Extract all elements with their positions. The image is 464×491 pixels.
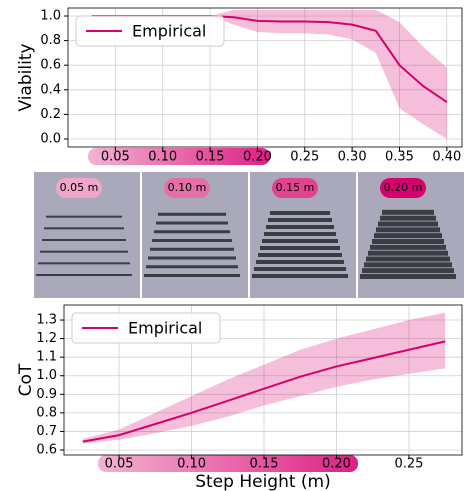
stair-step xyxy=(368,251,448,256)
y-tick-label: 0.7 xyxy=(36,424,57,439)
y-tick-label: 1.0 xyxy=(40,8,61,23)
stair-step xyxy=(258,253,342,257)
legend-label: Empirical xyxy=(128,319,202,338)
stair-step xyxy=(268,218,332,222)
y-tick-label: 1.2 xyxy=(36,331,57,346)
y-tick-label: 0.6 xyxy=(36,442,57,457)
y-tick-label: 1.3 xyxy=(36,313,57,328)
stair-step xyxy=(152,239,232,242)
stair-step xyxy=(364,262,452,267)
stair-step xyxy=(252,274,348,278)
stair-step xyxy=(150,248,234,251)
stair-step xyxy=(264,232,336,236)
y-tick-label: 0.8 xyxy=(40,33,61,48)
x-tick-label: 0.10 xyxy=(148,150,177,165)
x-tick-label: 0.40 xyxy=(432,150,461,165)
y-tick-label: 0.9 xyxy=(36,387,57,402)
stair-step xyxy=(262,239,338,243)
stair-step xyxy=(40,251,128,253)
stair-step xyxy=(370,245,446,250)
x-tick-label: 0.20 xyxy=(243,150,272,165)
x-tick-label: 0.05 xyxy=(101,150,130,165)
y-axis-label: Viability xyxy=(16,43,36,111)
stair-step xyxy=(256,260,344,264)
stair-step xyxy=(360,274,456,279)
legend-label: Empirical xyxy=(132,22,206,41)
x-tick-label: 0.05 xyxy=(105,457,134,472)
stair-step xyxy=(146,265,238,268)
stair-step xyxy=(46,216,122,218)
stair-step xyxy=(378,222,438,227)
figure: 0.05 m 0.10 m 0.15 m 0.20 m 0.0 0.2 0.4 0.6 0.8 1… xyxy=(0,0,464,491)
y-tick-label: 0.8 xyxy=(36,405,57,420)
stair-step xyxy=(270,211,330,215)
stair-step xyxy=(376,227,440,232)
stair-step xyxy=(366,257,450,262)
stair-step xyxy=(374,233,442,238)
x-axis-label: Step Height (m) xyxy=(195,472,331,491)
y-tick-label: 1.0 xyxy=(36,368,57,383)
stair-step xyxy=(154,230,230,233)
stair-step xyxy=(380,216,436,221)
stair-step xyxy=(144,274,240,277)
y-tick-label: 0.6 xyxy=(40,58,61,73)
x-tick-label: 0.15 xyxy=(250,457,279,472)
stair-step xyxy=(148,257,236,260)
stair-step xyxy=(362,268,454,273)
stair-step xyxy=(382,210,434,215)
stair-step xyxy=(44,227,124,229)
stair-step xyxy=(36,274,132,276)
y-tick-label: 0.0 xyxy=(40,132,61,147)
stair-step xyxy=(38,262,130,264)
image-label: 0.10 m xyxy=(168,181,207,194)
y-tick-label: 0.4 xyxy=(40,82,61,97)
x-tick-label: 0.10 xyxy=(177,457,206,472)
x-tick-label: 0.30 xyxy=(338,150,367,165)
y-tick-label: 1.1 xyxy=(36,350,57,365)
x-tick-label: 0.15 xyxy=(196,150,225,165)
stair-step xyxy=(42,239,126,241)
x-tick-label: 0.25 xyxy=(290,150,319,165)
stair-step xyxy=(260,246,340,250)
stair-step xyxy=(156,222,228,225)
image-label: 0.05 m xyxy=(60,181,99,194)
x-tick-label: 0.25 xyxy=(394,457,423,472)
x-tick-label: 0.20 xyxy=(322,457,351,472)
stair-step xyxy=(266,225,334,229)
stair-step xyxy=(372,239,444,244)
stair-step xyxy=(158,213,226,216)
x-tick-label: 0.35 xyxy=(385,150,414,165)
y-axis-label: CoT xyxy=(16,363,36,396)
y-tick-label: 0.2 xyxy=(40,107,61,122)
colorbar xyxy=(98,455,358,472)
image-label: 0.15 m xyxy=(276,181,315,194)
image-label: 0.20 m xyxy=(384,181,423,194)
stair-step xyxy=(254,267,346,271)
